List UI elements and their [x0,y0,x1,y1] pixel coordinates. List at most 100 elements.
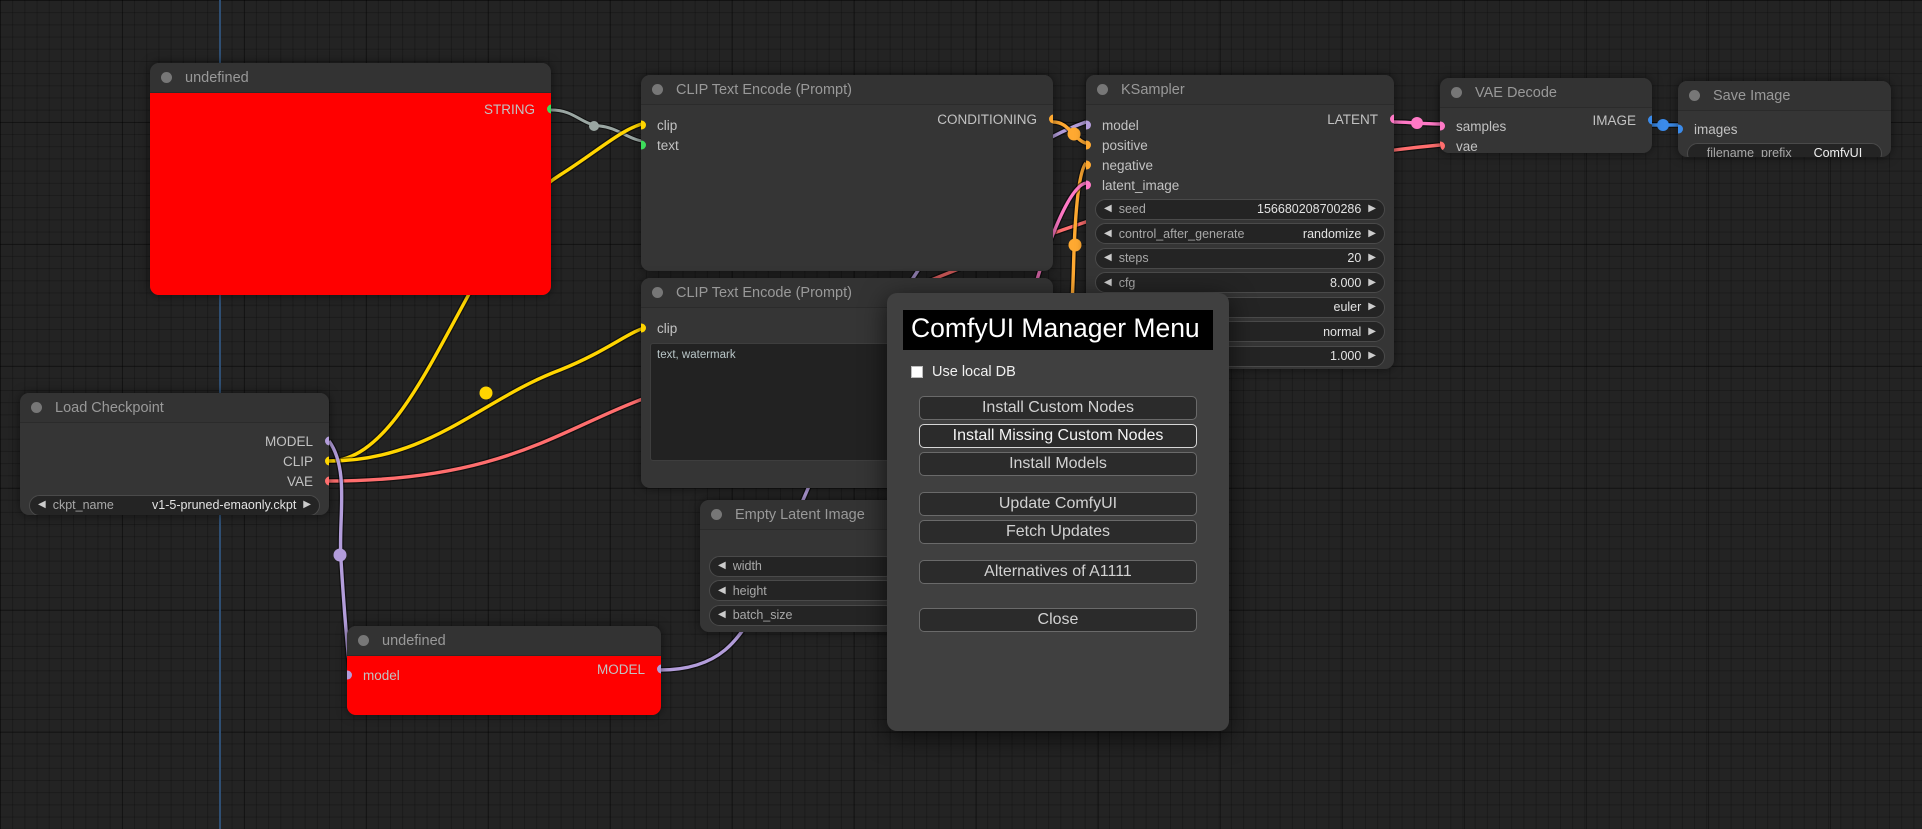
collapse-dot-icon[interactable] [652,287,663,298]
node-save-image[interactable]: Save Image images filename_prefix ComfyU… [1678,81,1891,157]
widget-filename-prefix[interactable]: filename_prefix ComfyUI [1687,142,1882,157]
node-title-bar[interactable]: CLIP Text Encode (Prompt) [641,75,1053,105]
output-slot-model[interactable]: MODEL [347,659,661,679]
decrement-arrow-icon[interactable]: ◀ [1104,276,1112,288]
increment-arrow-icon[interactable]: ▶ [1368,301,1376,312]
node-title-bar[interactable]: undefined [150,63,551,93]
use-local-db-row[interactable]: Use local DB [911,364,1213,380]
input-slot-model[interactable]: model [347,665,661,685]
input-slot-positive[interactable]: positive [1086,135,1394,155]
decrement-arrow-icon[interactable]: ◀ [1104,227,1112,239]
clip-pin-icon[interactable] [641,120,646,130]
node-clip-text-encode-positive[interactable]: CLIP Text Encode (Prompt) clip text COND… [641,75,1053,271]
widget-height[interactable]: ◀ height [709,580,896,601]
clip-pin-icon[interactable] [641,323,646,333]
increment-arrow-icon[interactable]: ▶ [1368,203,1376,214]
collapse-dot-icon[interactable] [31,402,42,413]
model-pin-icon[interactable] [656,664,661,674]
conditioning-pin-icon[interactable] [1086,160,1091,170]
widget-ckpt-name[interactable]: ◀ ckpt_name v1-5-pruned-emaonly.ckpt ▶ [29,494,320,515]
input-slot-samples[interactable]: samples [1440,116,1652,136]
latent-pin-icon[interactable] [1440,121,1445,131]
comfyui-manager-menu-dialog[interactable]: ComfyUI Manager Menu Use local DB Instal… [887,293,1229,731]
vae-pin-icon[interactable] [324,476,329,486]
widget-seed[interactable]: ◀ seed 156680208700286 ▶ [1095,198,1385,220]
increment-arrow-icon[interactable]: ▶ [1368,325,1376,337]
model-pin-icon[interactable] [347,670,352,680]
input-slot-text[interactable]: text [641,135,1053,155]
install-custom-nodes-button[interactable]: Install Custom Nodes [919,396,1197,420]
collapse-dot-icon[interactable] [1451,87,1462,98]
increment-arrow-icon[interactable]: ▶ [1368,276,1376,288]
node-vae-decode[interactable]: VAE Decode samples vae IMAGE [1440,78,1652,153]
collapse-dot-icon[interactable] [161,72,172,83]
image-pin-icon[interactable] [1647,115,1652,125]
output-slot-clip[interactable]: CLIP [20,451,329,471]
update-comfyui-button[interactable]: Update ComfyUI [919,492,1197,516]
widget-label: height [732,583,767,598]
string-pin-icon[interactable] [546,104,551,114]
widget-batch-size[interactable]: ◀ batch_size [709,604,896,626]
latent-pin-icon[interactable] [1389,114,1394,124]
decrement-arrow-icon[interactable]: ◀ [1104,203,1112,214]
node-undefined-model[interactable]: undefined model MODEL [347,626,661,715]
output-slot-latent[interactable]: LATENT [1086,109,1394,129]
increment-arrow-icon[interactable]: ▶ [1368,350,1376,361]
input-slot-clip[interactable]: clip [641,318,1053,338]
output-slot-model[interactable]: MODEL [20,431,329,451]
collapse-dot-icon[interactable] [652,84,663,95]
widget-steps[interactable]: ◀ steps 20 ▶ [1095,247,1385,269]
node-load-checkpoint[interactable]: Load Checkpoint MODEL CLIP VAE ◀ ckpt_na… [20,393,329,515]
decrement-arrow-icon[interactable]: ◀ [1104,252,1112,263]
conditioning-pin-icon[interactable] [1086,140,1091,150]
widget-cfg[interactable]: ◀ cfg 8.000 ▶ [1095,272,1385,293]
node-empty-latent-image[interactable]: Empty Latent Image ◀ width ◀ height ◀ ba… [700,500,905,632]
collapse-dot-icon[interactable] [1689,90,1700,101]
collapse-dot-icon[interactable] [711,509,722,520]
input-slot-negative[interactable]: negative [1086,155,1394,175]
output-slot-image[interactable]: IMAGE [1440,110,1652,130]
output-slot-string[interactable]: STRING [150,99,551,119]
close-button[interactable]: Close [919,608,1197,632]
widget-control-after-generate[interactable]: ◀ control_after_generate randomize ▶ [1095,223,1385,244]
decrement-arrow-icon[interactable]: ◀ [718,609,726,620]
fetch-updates-button[interactable]: Fetch Updates [919,520,1197,544]
output-slot-conditioning[interactable]: CONDITIONING [641,109,1053,129]
node-title-bar[interactable]: Empty Latent Image [700,500,905,530]
node-title-bar[interactable]: undefined [347,626,661,656]
collapse-dot-icon[interactable] [358,635,369,646]
input-slot-model[interactable]: model [1086,115,1394,135]
alternatives-of-a1111-button[interactable]: Alternatives of A1111 [919,560,1197,584]
node-undefined-string[interactable]: undefined STRING [150,63,551,295]
node-title-bar[interactable]: KSampler [1086,75,1394,105]
string-pin-icon[interactable] [641,140,646,150]
vae-pin-icon[interactable] [1440,141,1445,151]
collapse-dot-icon[interactable] [1097,84,1108,95]
decrement-arrow-icon[interactable]: ◀ [718,584,726,596]
input-slot-images[interactable]: images [1678,119,1891,139]
model-pin-icon[interactable] [324,436,329,446]
decrement-arrow-icon[interactable]: ◀ [718,560,726,571]
output-slot-vae[interactable]: VAE [20,471,329,491]
latent-pin-icon[interactable] [1086,180,1091,190]
conditioning-pin-icon[interactable] [1048,114,1053,124]
clip-pin-icon[interactable] [324,456,329,466]
input-slot-latent-image[interactable]: latent_image [1086,175,1394,195]
install-models-button[interactable]: Install Models [919,452,1197,476]
input-slot-clip[interactable]: clip [641,115,1053,135]
widget-width[interactable]: ◀ width [709,555,896,577]
increment-arrow-icon[interactable]: ▶ [303,499,311,510]
image-pin-icon[interactable] [1678,124,1683,134]
node-title-bar[interactable]: Load Checkpoint [20,393,329,423]
install-missing-custom-nodes-button[interactable]: Install Missing Custom Nodes [919,424,1197,448]
use-local-db-checkbox[interactable] [911,366,923,378]
model-pin-icon[interactable] [1086,120,1091,130]
input-slot-vae[interactable]: vae [1440,136,1652,153]
increment-arrow-icon[interactable]: ▶ [1368,252,1376,263]
node-title-bar[interactable]: VAE Decode [1440,78,1652,108]
increment-arrow-icon[interactable]: ▶ [1368,227,1376,239]
node-title-bar[interactable]: Save Image [1678,81,1891,111]
decrement-arrow-icon[interactable]: ◀ [38,499,46,510]
input-label: clip [657,320,678,336]
